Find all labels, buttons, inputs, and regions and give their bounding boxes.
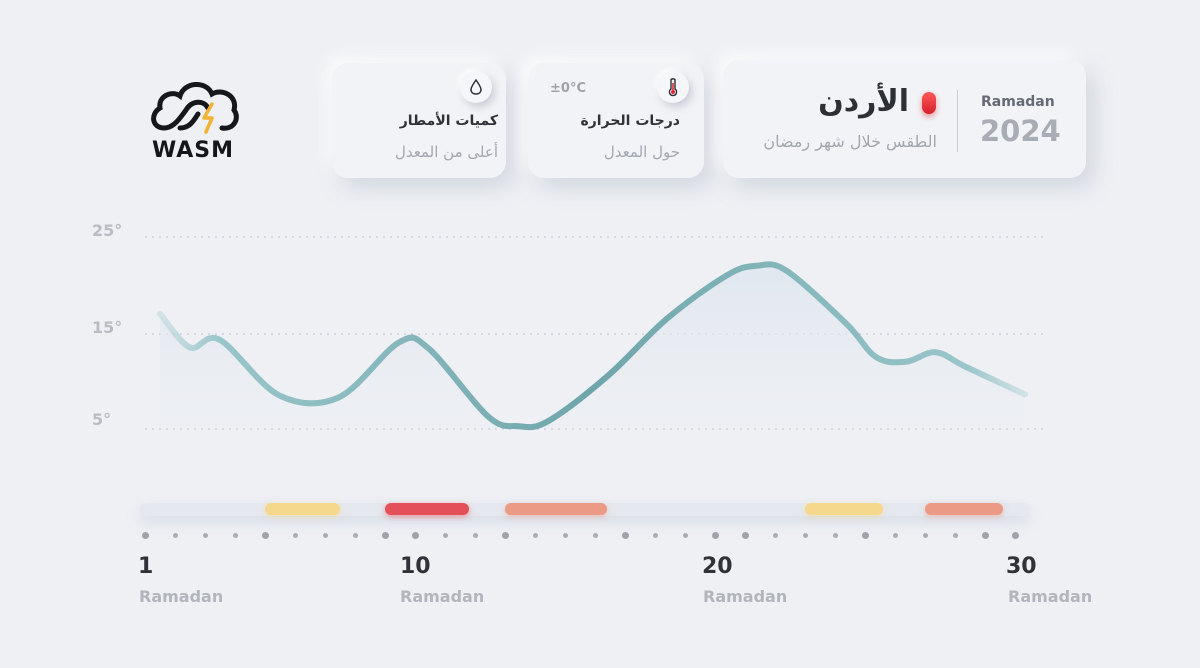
timeline-day-dot[interactable]	[141, 531, 149, 539]
timeline-day-dot[interactable]	[861, 531, 869, 539]
day-label: 10	[400, 554, 431, 579]
month-label: Ramadan	[139, 587, 224, 606]
timeline-day-dot[interactable]	[981, 531, 989, 539]
timeline-segment[interactable]	[265, 503, 340, 515]
temperature-subtitle: حول المعدل	[603, 143, 680, 161]
country-card[interactable]: Ramadan 2024 الأردن الطقس خلال شهر رمضان	[723, 60, 1086, 178]
timeline-day-dot[interactable]	[352, 532, 358, 538]
month-label: Ramadan	[1008, 587, 1093, 606]
rain-subtitle: أعلى من المعدل	[395, 143, 498, 161]
temperature-title: درجات الحرارة	[580, 113, 680, 129]
timeline-segment[interactable]	[505, 503, 607, 515]
timeline-day-dot[interactable]	[202, 532, 208, 538]
timeline-segment[interactable]	[805, 503, 883, 515]
timeline-day-dot[interactable]	[261, 531, 269, 539]
timeline-day-dot[interactable]	[562, 532, 568, 538]
rain-title: كميات الأمطار	[399, 113, 498, 129]
timeline-day-dot[interactable]	[501, 531, 509, 539]
timeline-day-dot[interactable]	[682, 532, 688, 538]
wasm-logo: WASM	[150, 78, 240, 164]
timeline-segment[interactable]	[925, 503, 1003, 515]
timeline-day-dot[interactable]	[952, 532, 958, 538]
card-divider	[957, 90, 958, 152]
timeline-day-dot[interactable]	[832, 532, 838, 538]
timeline-day-dot[interactable]	[411, 531, 419, 539]
rain-card[interactable]: كميات الأمطار أعلى من المعدل	[332, 63, 506, 178]
cloud-lightning-logo-icon	[151, 82, 239, 134]
water-drop-icon	[460, 71, 492, 103]
day-label: 30	[1006, 554, 1037, 579]
timeline-day-dot[interactable]	[532, 532, 538, 538]
timeline-day-dot[interactable]	[621, 531, 629, 539]
timeline-day-dot[interactable]	[322, 532, 328, 538]
logo-text: WASM	[152, 138, 235, 163]
timeline-day-dot[interactable]	[381, 531, 389, 539]
timeline-segment[interactable]	[385, 503, 469, 515]
timeline-day-dot[interactable]	[172, 532, 178, 538]
year-label: 2024	[980, 114, 1061, 148]
day-label: 1	[138, 554, 154, 579]
country-subtitle: الطقس خلال شهر رمضان	[763, 132, 937, 151]
day-label: 20	[702, 554, 733, 579]
timeline-day-dot[interactable]	[711, 531, 719, 539]
timeline-day-dot[interactable]	[292, 532, 298, 538]
timeline-day-dot[interactable]	[1011, 531, 1019, 539]
y-tick-label: 25°	[92, 221, 123, 240]
month-label: Ramadan	[981, 94, 1055, 110]
y-tick-label: 5°	[92, 410, 112, 429]
month-label: Ramadan	[400, 587, 485, 606]
temperature-delta: ±0°C	[550, 81, 586, 96]
timeline-day-dot[interactable]	[892, 532, 898, 538]
timeline-day-dot[interactable]	[652, 532, 658, 538]
timeline-day-dot[interactable]	[442, 532, 448, 538]
timeline-day-dot[interactable]	[772, 532, 778, 538]
y-tick-label: 15°	[92, 318, 123, 337]
status-indicator	[922, 92, 936, 114]
chart-area	[160, 264, 1025, 429]
timeline-day-dot[interactable]	[802, 532, 808, 538]
timeline-day-dot[interactable]	[922, 532, 928, 538]
month-label: Ramadan	[703, 587, 788, 606]
timeline-day-dot[interactable]	[741, 531, 749, 539]
country-name: الأردن	[818, 84, 909, 119]
timeline-day-dot[interactable]	[592, 532, 598, 538]
timeline-day-dot[interactable]	[232, 532, 238, 538]
temperature-series-line	[157, 261, 1028, 431]
thermometer-icon	[657, 71, 689, 103]
temperature-card[interactable]: ±0°C درجات الحرارة حول المعدل	[528, 63, 704, 178]
timeline-day-dot[interactable]	[472, 532, 478, 538]
